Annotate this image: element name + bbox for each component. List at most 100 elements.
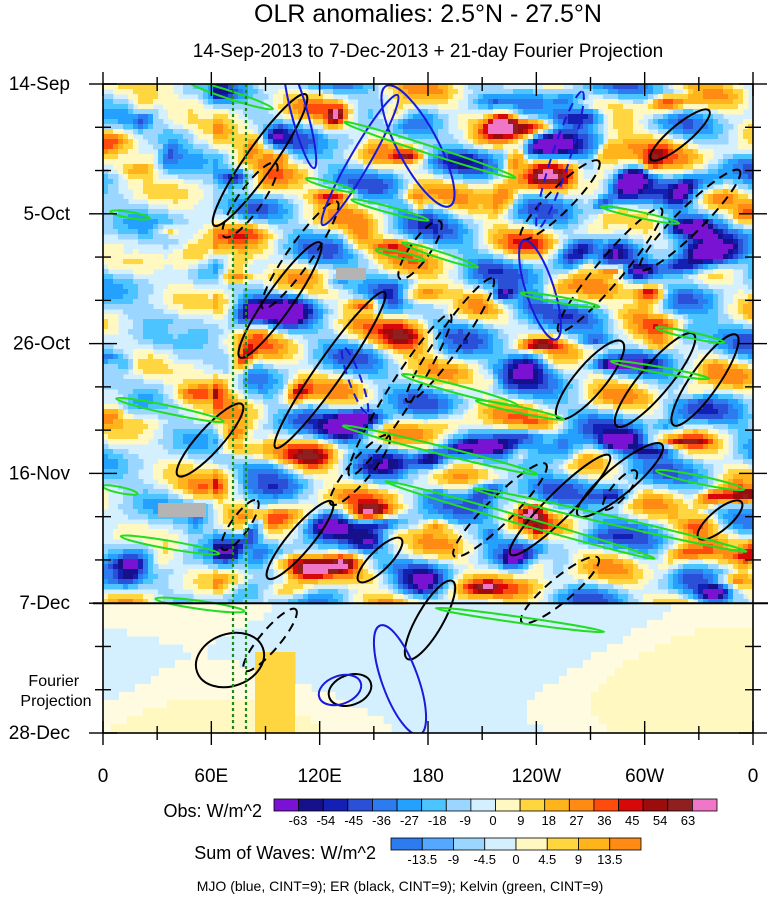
field-cell bbox=[583, 94, 589, 100]
field-cell bbox=[338, 239, 344, 245]
field-cell bbox=[248, 154, 254, 160]
field-cell bbox=[323, 149, 329, 155]
field-cell bbox=[603, 279, 609, 285]
field-cell bbox=[268, 234, 274, 240]
field-cell bbox=[298, 279, 304, 285]
field-cell bbox=[248, 299, 254, 305]
field-cell bbox=[483, 274, 489, 280]
field-cell bbox=[308, 129, 314, 135]
field-cell bbox=[253, 304, 259, 310]
field-cell bbox=[303, 109, 309, 115]
field-cell bbox=[428, 174, 434, 180]
field-cell bbox=[573, 164, 579, 170]
field-cell bbox=[593, 249, 599, 255]
field-cell bbox=[113, 124, 119, 130]
field-cell bbox=[153, 209, 159, 215]
field-cell bbox=[468, 99, 474, 105]
field-cell bbox=[578, 134, 584, 140]
field-cell bbox=[288, 144, 294, 150]
field-cell bbox=[463, 234, 469, 240]
field-cell bbox=[338, 139, 344, 145]
field-cell bbox=[303, 169, 309, 175]
field-cell bbox=[323, 279, 329, 285]
field-cell bbox=[528, 264, 534, 270]
field-cell bbox=[283, 224, 289, 230]
field-cell bbox=[518, 234, 524, 240]
field-cell bbox=[133, 224, 139, 230]
field-cell bbox=[158, 154, 164, 160]
field-cell bbox=[118, 274, 124, 280]
field-cell bbox=[338, 124, 344, 130]
field-cell bbox=[498, 279, 504, 285]
field-cell bbox=[498, 154, 504, 160]
field-cell bbox=[723, 244, 729, 250]
field-cell bbox=[123, 99, 129, 105]
field-cell bbox=[248, 114, 254, 120]
field-cell bbox=[398, 119, 404, 125]
field-cell bbox=[618, 194, 624, 200]
field-cell bbox=[153, 264, 159, 270]
field-cell bbox=[293, 269, 299, 275]
field-cell bbox=[578, 239, 584, 245]
field-cell bbox=[503, 209, 509, 215]
field-cell bbox=[113, 304, 119, 310]
field-cell bbox=[228, 124, 234, 130]
field-cell bbox=[603, 274, 609, 280]
field-cell bbox=[498, 254, 504, 260]
field-cell bbox=[263, 179, 269, 185]
field-cell bbox=[273, 204, 279, 210]
field-cell bbox=[738, 214, 744, 220]
field-cell bbox=[243, 284, 249, 290]
field-cell bbox=[508, 209, 514, 215]
field-cell bbox=[408, 124, 414, 130]
field-cell bbox=[723, 249, 729, 255]
field-cell bbox=[453, 169, 459, 175]
field-cell bbox=[658, 144, 664, 150]
field-cell bbox=[633, 194, 639, 200]
field-cell bbox=[443, 184, 449, 190]
field-cell bbox=[598, 139, 604, 145]
field-cell bbox=[663, 194, 669, 200]
field-cell bbox=[313, 104, 319, 110]
field-cell bbox=[143, 229, 149, 235]
field-cell bbox=[538, 119, 544, 125]
field-cell bbox=[418, 239, 424, 245]
field-cell bbox=[593, 209, 599, 215]
field-cell bbox=[258, 94, 264, 100]
field-cell bbox=[278, 279, 284, 285]
field-cell bbox=[318, 149, 324, 155]
field-cell bbox=[393, 304, 399, 310]
field-cell bbox=[628, 264, 634, 270]
field-cell bbox=[113, 134, 119, 140]
field-cell bbox=[168, 254, 174, 260]
field-cell bbox=[163, 259, 169, 265]
field-cell bbox=[483, 104, 489, 110]
field-cell bbox=[378, 274, 384, 280]
field-cell bbox=[368, 174, 374, 180]
field-cell bbox=[418, 234, 424, 240]
field-cell bbox=[483, 134, 489, 140]
field-cell bbox=[333, 164, 339, 170]
field-cell bbox=[698, 169, 704, 175]
field-cell bbox=[693, 294, 699, 300]
field-cell bbox=[268, 134, 274, 140]
field-cell bbox=[288, 244, 294, 250]
field-cell bbox=[703, 124, 709, 130]
field-cell bbox=[218, 134, 224, 140]
field-cell bbox=[593, 124, 599, 130]
field-cell bbox=[443, 199, 449, 205]
field-cell bbox=[728, 279, 734, 285]
field-cell bbox=[318, 154, 324, 160]
field-cell bbox=[308, 219, 314, 225]
field-cell bbox=[198, 279, 204, 285]
field-cell bbox=[588, 134, 594, 140]
field-cell bbox=[558, 254, 564, 260]
field-cell bbox=[143, 94, 149, 100]
field-cell bbox=[623, 154, 629, 160]
field-cell bbox=[308, 104, 314, 110]
field-cell bbox=[473, 114, 479, 120]
field-cell bbox=[573, 114, 579, 120]
field-cell bbox=[268, 179, 274, 185]
field-cell bbox=[743, 159, 749, 165]
field-cell bbox=[583, 119, 589, 125]
